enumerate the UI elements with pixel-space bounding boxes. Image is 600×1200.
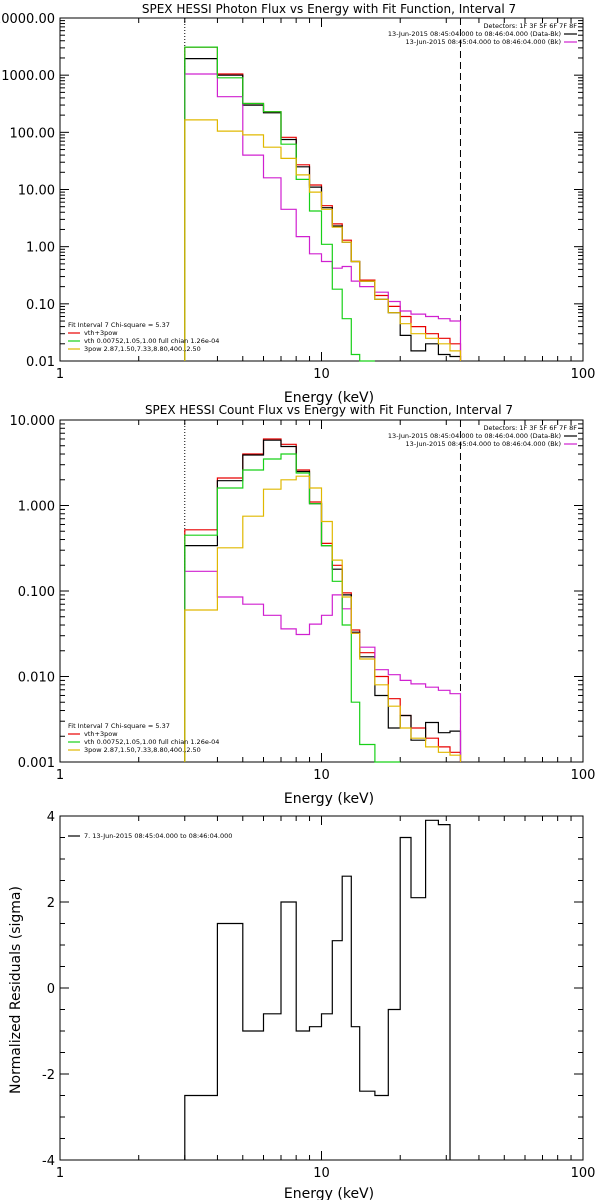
x-tick-label: 1 <box>56 768 64 783</box>
y-tick-label: 10.000 <box>10 414 56 429</box>
x-tick-label: 10 <box>313 367 330 382</box>
y-tick-label: 0.010 <box>18 671 55 686</box>
y-tick-label: -4 <box>42 1154 55 1169</box>
legend-entry: 13-Jun-2015 08:45:04.000 to 08:46:04.000… <box>406 440 561 448</box>
plot-frame <box>59 815 584 1161</box>
legend-entry: vth 0.00752,1.05,1.00 full chian 1.26e-0… <box>84 337 219 345</box>
series-vth-line <box>184 453 401 763</box>
y-tick-label: 10000.00 <box>0 12 55 27</box>
legend-entry: Fit Interval 7 Chi-square = 5.37 <box>68 321 170 329</box>
y-tick-label: -2 <box>42 1068 55 1083</box>
x-tick-label: 10 <box>313 1166 330 1181</box>
legend-entry: 7. 13-Jun-2015 08:45:04.000 to 08:46:04.… <box>84 832 232 840</box>
series-vth-line <box>184 46 375 362</box>
x-tick-label: 10 <box>313 768 330 783</box>
count-flux-panel: SPEX HESSI Count Flux vs Energy with Fit… <box>10 403 596 807</box>
series-data-bk-line <box>184 439 462 762</box>
y-tick-label: 2 <box>47 896 55 911</box>
y-tick-label: 0.100 <box>18 585 55 600</box>
legend-entry: 13-Jun-2015 08:45:04.000 to 08:46:04.000… <box>388 432 561 440</box>
plot-frame <box>59 419 584 763</box>
photon-flux-panel: SPEX HESSI Photon Flux vs Energy with Fi… <box>0 2 595 406</box>
x-axis-label: Energy (keV) <box>284 390 374 406</box>
legend-entry: Fit Interval 7 Chi-square = 5.37 <box>68 722 170 730</box>
y-tick-label: 1.00 <box>26 241 55 256</box>
legend-entry: 13-Jun-2015 08:45:04.000 to 08:46:04.000… <box>388 30 561 38</box>
x-axis-label: Energy (keV) <box>284 1186 374 1200</box>
series-7-13-jun-2015-08-45-04-000-to-08-46-04-000-line <box>184 819 451 1160</box>
legend-entry: 3pow 2.87,1.50,7.33,8.80,400.,2.50 <box>84 746 201 754</box>
x-tick-label: 100 <box>571 768 596 783</box>
x-axis-label: Energy (keV) <box>284 791 374 807</box>
y-tick-label: 4 <box>47 810 55 825</box>
x-tick-label: 1 <box>56 367 64 382</box>
series-3pow-line <box>184 119 462 361</box>
y-tick-label: 0.10 <box>26 298 55 313</box>
series-bk-line <box>184 73 462 361</box>
legend-entry: 13-Jun-2015 08:45:04.000 to 08:46:04.000… <box>406 38 561 46</box>
x-tick-label: 100 <box>571 367 596 382</box>
y-tick-label: 1000.00 <box>1 69 55 84</box>
y-tick-label: 100.00 <box>10 126 56 141</box>
y-tick-label: 0 <box>47 982 55 997</box>
y-tick-label: 10.00 <box>18 184 55 199</box>
legend-entry: vth 0.00752,1.05,1.00 full chian 1.26e-0… <box>84 738 219 746</box>
legend-entry: 3pow 2.87,1.50,7.33,8.80,400.,2.50 <box>84 345 201 353</box>
x-tick-label: 1 <box>56 1166 64 1181</box>
legend-entry: vth+3pow <box>84 730 118 738</box>
residuals-panel: Energy (keV) Normalized Residuals (sigma… <box>8 810 595 1200</box>
legend-entry: Detectors: 1F 3F 5F 6F 7F 8F <box>483 22 577 30</box>
y-tick-label: 1.000 <box>18 500 55 515</box>
legend-entry: vth+3pow <box>84 329 118 337</box>
series-bk-line <box>184 570 462 762</box>
series-3pow-line <box>184 475 462 762</box>
y-tick-label: 0.01 <box>26 355 55 370</box>
x-tick-label: 100 <box>571 1166 596 1181</box>
chart-title: SPEX HESSI Count Flux vs Energy with Fit… <box>145 403 513 417</box>
chart-title: SPEX HESSI Photon Flux vs Energy with Fi… <box>142 2 516 16</box>
legend-entry: Detectors: 1F 3F 5F 6F 7F 8F <box>483 424 577 432</box>
y-tick-label: 0.001 <box>18 756 55 771</box>
y-axis-label: Normalized Residuals (sigma) <box>8 886 24 1094</box>
